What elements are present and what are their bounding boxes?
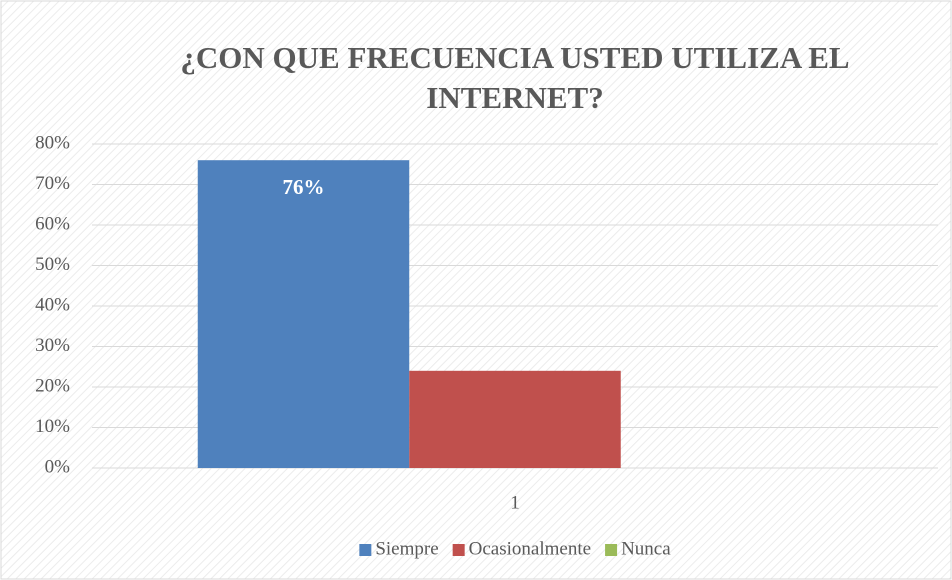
y-tick-label: 50%: [35, 254, 70, 275]
y-tick-label: 10%: [35, 416, 70, 437]
y-tick-label: 20%: [35, 375, 70, 396]
x-tick-label: 1: [510, 492, 520, 513]
y-tick-label: 30%: [35, 335, 70, 356]
y-tick-label: 70%: [35, 173, 70, 194]
y-tick-label: 0%: [45, 456, 71, 477]
legend-label: Siempre: [375, 538, 438, 559]
y-tick-label: 40%: [35, 294, 70, 315]
data-label: 76%: [283, 175, 325, 199]
legend-swatch: [452, 544, 465, 556]
bar: [197, 160, 410, 468]
chart-title: ¿CON QUE FRECUENCIA USTED UTILIZA EL INT…: [180, 40, 850, 115]
legend-swatch: [605, 544, 618, 556]
legend-label: Ocasionalmente: [469, 538, 591, 559]
bar: [409, 370, 621, 468]
y-tick-label: 80%: [35, 132, 70, 153]
legend-label: Nunca: [621, 538, 671, 559]
legend-swatch: [359, 544, 372, 556]
y-tick-label: 60%: [35, 213, 70, 234]
